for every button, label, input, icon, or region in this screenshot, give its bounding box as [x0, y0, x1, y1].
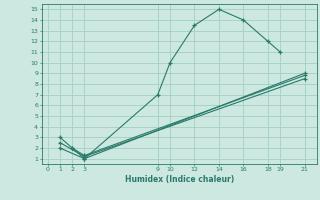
X-axis label: Humidex (Indice chaleur): Humidex (Indice chaleur)	[124, 175, 234, 184]
